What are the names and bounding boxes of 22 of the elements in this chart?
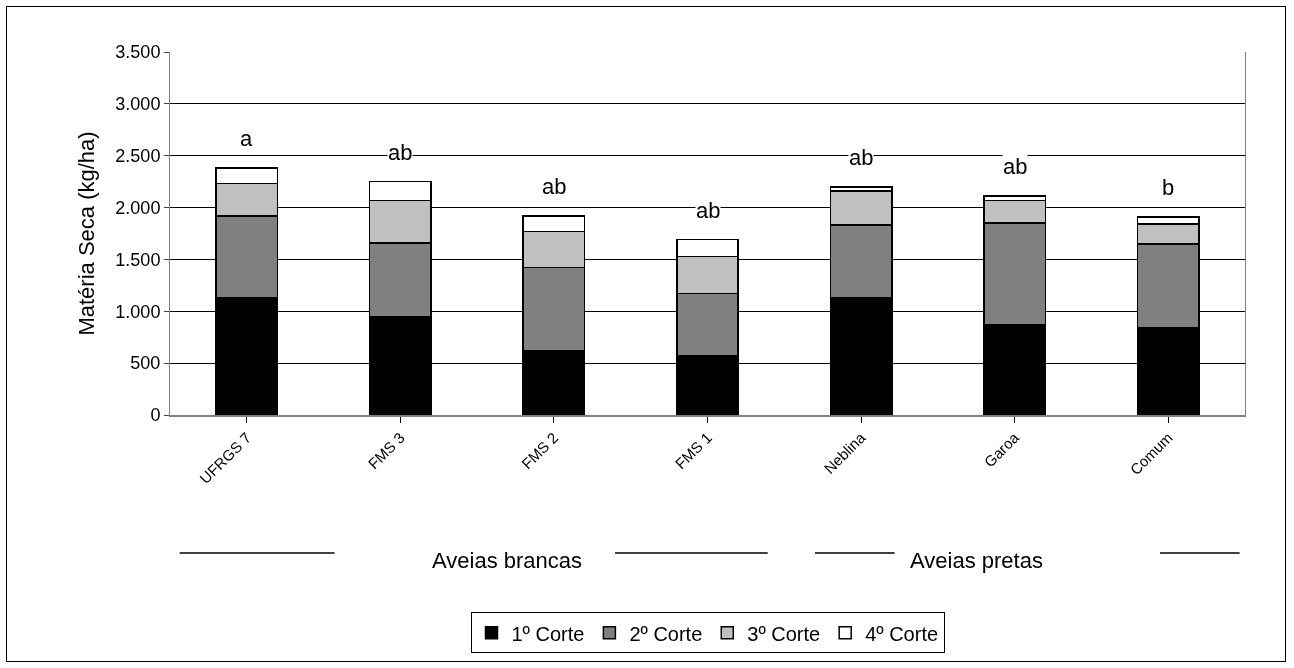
annotation: ab <box>388 140 413 165</box>
annotation: ab <box>1003 154 1028 179</box>
y-tick-label: 500 <box>130 353 161 374</box>
annotation: ab <box>849 145 874 170</box>
legend-label: 1º Corte <box>511 622 585 645</box>
text: Aveias brancas <box>432 548 583 573</box>
annotation: a <box>240 126 253 151</box>
annotation: b <box>1162 175 1175 200</box>
legend-label: 3º Corte <box>747 622 821 645</box>
annotation: ab <box>696 198 721 223</box>
text: Aveias pretas <box>910 548 1043 573</box>
y-tick-label: 2.500 <box>115 146 161 167</box>
y-axis-title: Matéria Seca (kg/ha) <box>74 131 100 336</box>
legend-label: 4º Corte <box>865 622 939 645</box>
y-tick-label: 3.500 <box>115 42 161 63</box>
legend-label: 2º Corte <box>629 622 703 645</box>
y-tick-label: 3.000 <box>115 94 161 115</box>
y-tick-label: 0 <box>150 405 161 426</box>
annotation: ab <box>542 174 567 199</box>
y-tick-label: 2.000 <box>115 197 161 218</box>
y-tick-label: 1.500 <box>115 249 161 270</box>
y-tick-label: 1.000 <box>115 301 161 322</box>
